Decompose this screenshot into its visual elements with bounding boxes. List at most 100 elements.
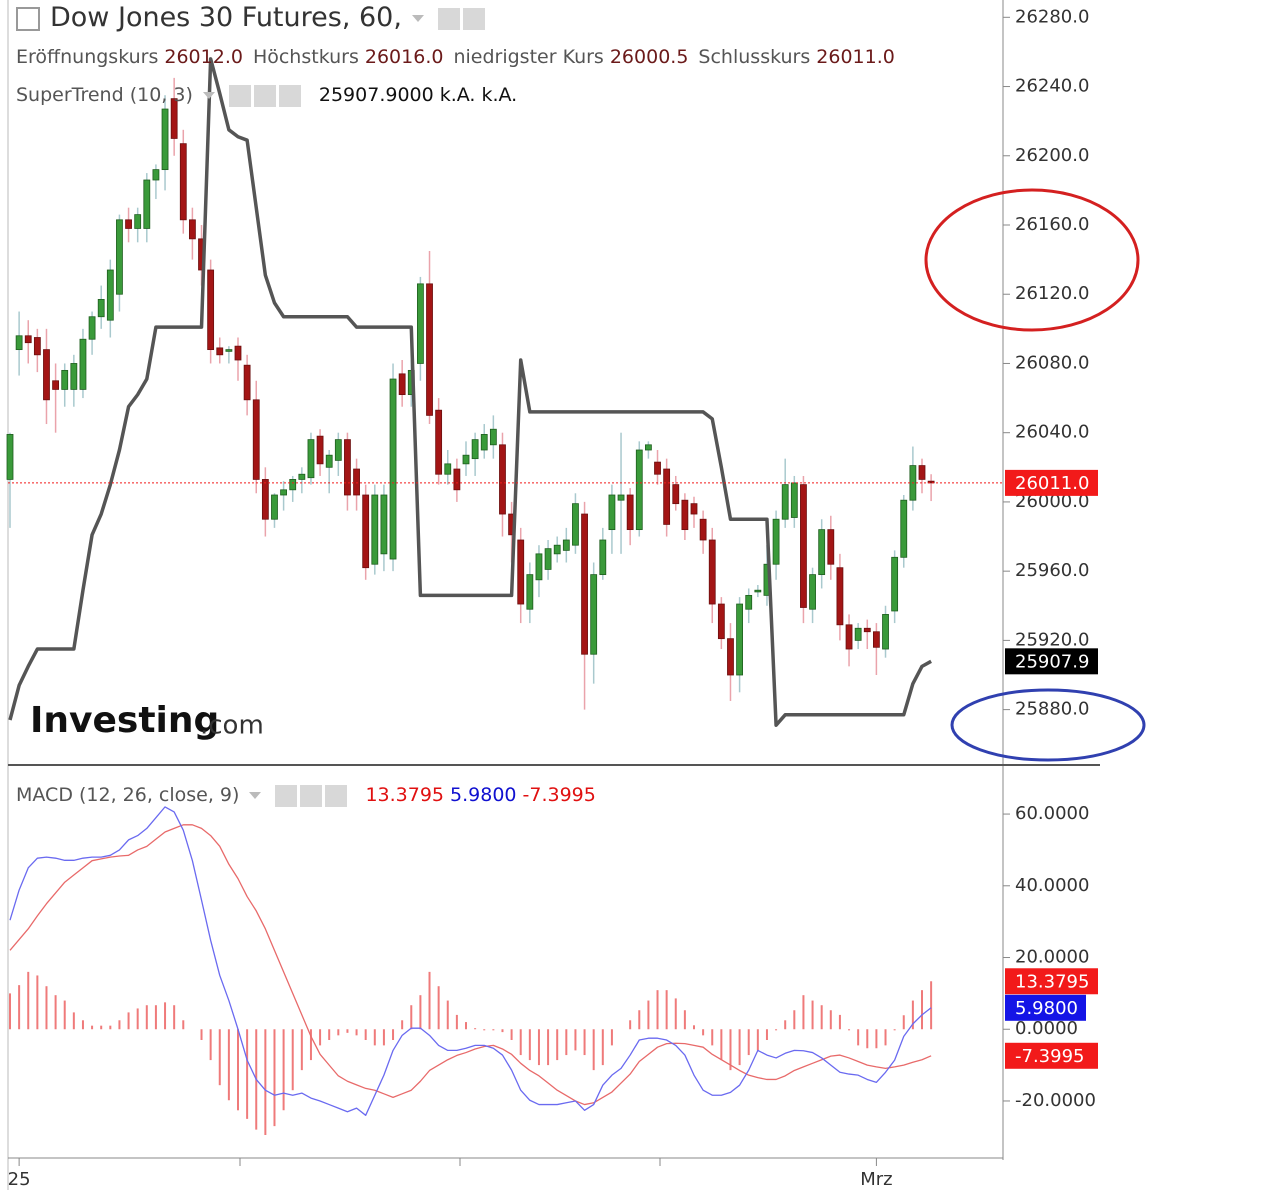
watermark: .com (200, 711, 264, 741)
indicator-name: SuperTrend (10, 3) (16, 84, 193, 106)
candle-body (900, 499, 908, 558)
candle-body (61, 369, 69, 390)
candle-body (626, 494, 634, 531)
candle-body (599, 539, 607, 576)
macd-line (9, 806, 932, 1116)
candle-body (398, 373, 406, 396)
gear-icon[interactable] (253, 84, 276, 107)
candle-body (781, 484, 789, 520)
axis-badge-label: 5.9800 (1015, 998, 1078, 1019)
legend-name: niedrigster Kurs (453, 46, 604, 68)
candle-body (152, 169, 160, 181)
candle-body (717, 603, 725, 640)
dropdown[interactable] (249, 792, 262, 799)
y-tick-label: 25960.0 (1015, 560, 1089, 581)
candle-body (15, 335, 23, 351)
candle-body (353, 468, 360, 496)
close-icon[interactable] (278, 84, 301, 107)
candle-body (581, 513, 588, 655)
y-tick-label: 26040.0 (1015, 422, 1089, 443)
candle-body (143, 179, 151, 229)
supertrend-line (8, 57, 932, 727)
candle-body (380, 494, 388, 555)
indicator-value: 25907.9000 (318, 84, 434, 106)
legend-name: Eröffnungskurs (16, 46, 159, 68)
y-tick-label: 25880.0 (1015, 699, 1089, 720)
candle-body (316, 435, 324, 465)
candle-body (188, 219, 196, 240)
candle-body (243, 364, 251, 401)
eye-icon[interactable] (275, 784, 298, 807)
eye-icon[interactable] (228, 84, 251, 107)
legend-name: Schlusskurs (698, 46, 811, 68)
y-tick-label: 26080.0 (1015, 352, 1089, 373)
axis-badge (1005, 648, 1098, 675)
indicator-extra: k.A. (481, 84, 518, 106)
candle-body (444, 463, 452, 475)
candle-body (24, 335, 32, 344)
candle-body (252, 399, 260, 480)
candle-body (727, 638, 734, 676)
candle-body (33, 337, 41, 356)
macd-value: 5.9800 (450, 784, 517, 806)
dropdown[interactable] (202, 92, 215, 99)
axis-badge (1005, 994, 1086, 1021)
candle-body (88, 316, 96, 340)
y-tick-label: 26240.0 (1015, 76, 1089, 97)
y-tick-label: 26000.0 (1015, 491, 1089, 512)
candle-body (289, 479, 297, 491)
candle-body (836, 567, 844, 626)
candle-body (736, 603, 743, 676)
candle-body (426, 283, 433, 416)
candle-body (489, 428, 497, 446)
candle-body (334, 439, 342, 461)
candle-body (480, 434, 488, 451)
candle-body (207, 269, 215, 351)
candle-body (97, 299, 105, 318)
collapse-button[interactable] (16, 6, 40, 31)
candle-body (918, 465, 926, 480)
candle-body (873, 631, 880, 648)
candle-body (70, 363, 78, 390)
candle-body (125, 219, 132, 229)
candle-body (590, 574, 598, 655)
candle-body (179, 143, 187, 221)
candle-body (854, 627, 862, 641)
candle-body (654, 461, 661, 475)
candle-body (699, 518, 707, 541)
candle-body (216, 347, 224, 356)
candle-body (772, 518, 780, 565)
dropdown[interactable] (411, 15, 424, 22)
candle-body (261, 479, 269, 520)
candle-body (435, 409, 443, 475)
candle-body (927, 480, 935, 484)
candle-body (362, 494, 370, 569)
candle-body (170, 98, 178, 139)
candle-body (617, 494, 625, 501)
candle-body (453, 468, 461, 491)
candle-body (845, 624, 853, 650)
y-tick-label: 60.0000 (1015, 803, 1089, 824)
blue-circle (950, 688, 1146, 762)
axis-badge (1005, 968, 1098, 995)
candle-body (690, 503, 698, 515)
y-tick-label: 26120.0 (1015, 283, 1089, 304)
candle-body (800, 484, 807, 608)
candle-body (672, 484, 680, 505)
candle-body (134, 214, 142, 229)
eye-icon[interactable] (437, 7, 460, 30)
title-row: Dow Jones 30 Futures, 60, (16, 2, 488, 33)
gear-icon[interactable] (462, 7, 485, 30)
candle-body (827, 529, 835, 565)
red-circle (924, 188, 1140, 332)
signal-line (9, 824, 932, 1106)
gear-icon[interactable] (300, 784, 323, 807)
candle-body (562, 539, 570, 551)
y-tick-label: 26200.0 (1015, 145, 1089, 166)
candle-body (6, 434, 14, 480)
candle-body (882, 614, 889, 650)
close-icon[interactable] (325, 784, 348, 807)
candle-body (307, 439, 315, 479)
signal-value: -7.3995 (522, 784, 596, 806)
x-tick-label: Mrz (860, 1169, 892, 1190)
